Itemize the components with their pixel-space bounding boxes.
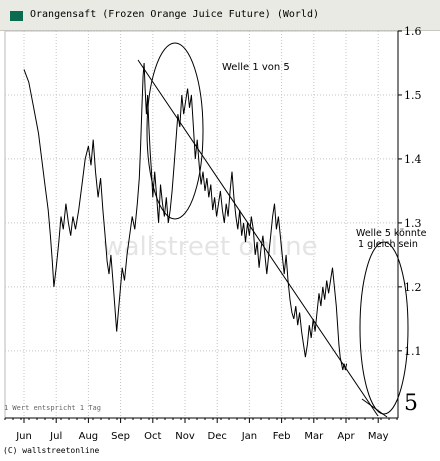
price-line: [23, 62, 348, 371]
footer-copyright: (C) wallstreetonline: [3, 446, 100, 455]
x-tick-label: Jul: [49, 431, 62, 442]
resolution-note: 1 Wert entspricht 1 Tag: [4, 404, 101, 412]
x-tick-label: Oct: [144, 431, 161, 442]
trend-line: [137, 59, 379, 417]
x-tick-label: Sep: [111, 431, 130, 442]
x-tick-label: Apr: [337, 431, 355, 442]
y-tick-label: 1.1: [404, 345, 422, 358]
wave5-label-line2: 1 gleich sein: [358, 239, 418, 250]
wave5-label-line1: Welle 5 könnte: [356, 228, 427, 239]
wave1-ellipse: [146, 42, 204, 220]
wave1-label: Welle 1 von 5: [222, 62, 290, 73]
y-tick-label: 1.3: [404, 217, 422, 230]
x-tick-label: Nov: [175, 431, 195, 442]
y-tick-label: 1.2: [404, 281, 422, 294]
x-tick-label: Feb: [273, 431, 291, 442]
x-tick-label: Jan: [241, 431, 257, 442]
x-tick-label: Jun: [15, 431, 32, 442]
legend-label: Orangensaft (Frozen Orange Juice Future)…: [30, 9, 319, 20]
wave5-ellipse: [359, 241, 409, 415]
y-tick-label: 1.5: [404, 89, 422, 102]
x-tick-label: Aug: [79, 431, 99, 442]
y-tick-label: 1.6: [404, 25, 422, 38]
x-tick-label: May: [368, 431, 389, 442]
legend-swatch: [10, 11, 23, 21]
x-tick-label: Mar: [304, 431, 324, 442]
x-tick-label: Dec: [208, 431, 227, 442]
wave5-number: 5: [404, 391, 418, 416]
y-tick-label: 1.4: [404, 153, 422, 166]
